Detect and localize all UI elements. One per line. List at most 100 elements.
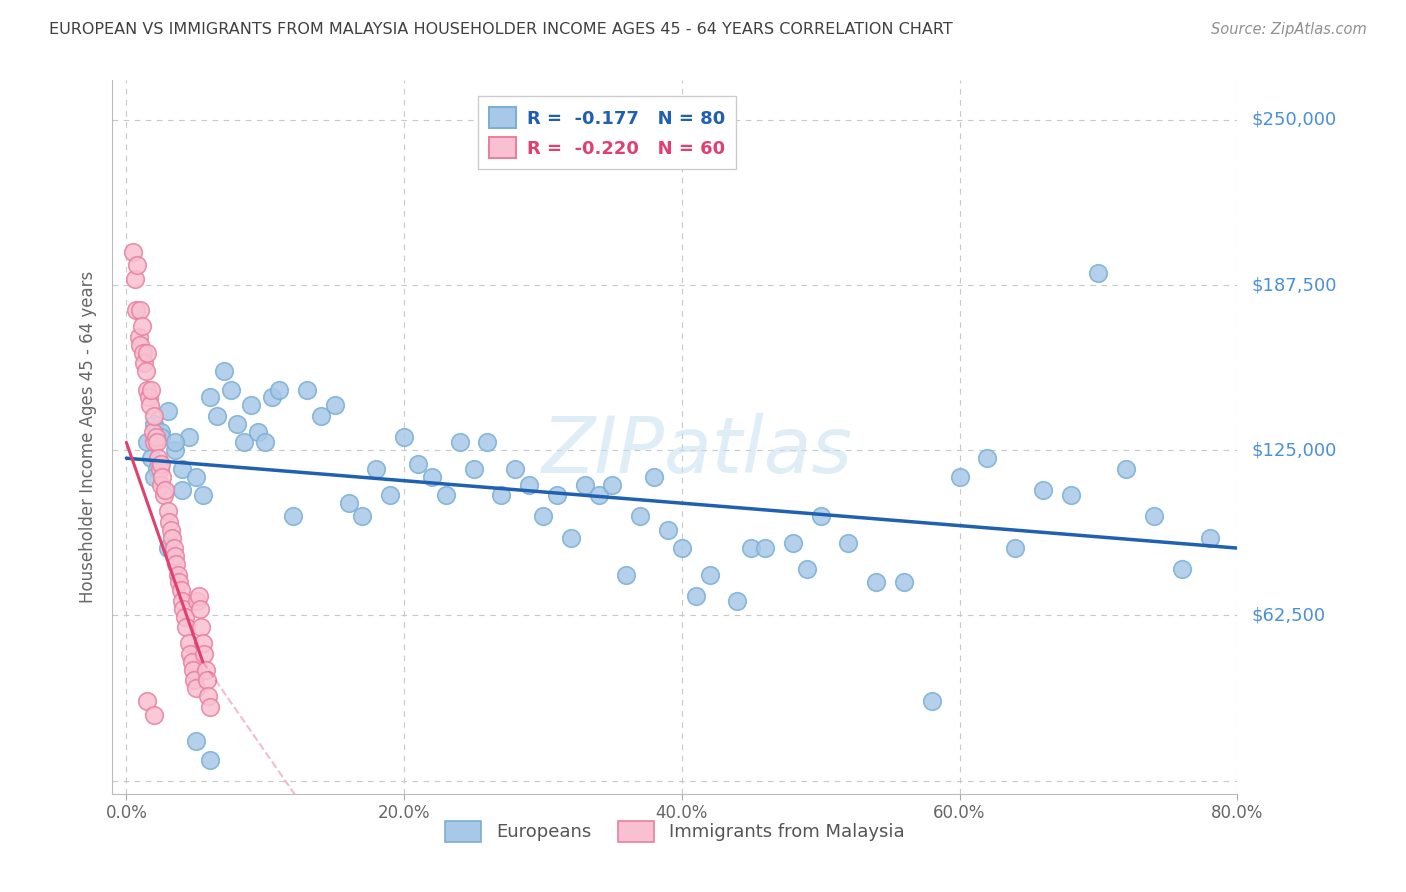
Point <box>1198 531 1220 545</box>
Point <box>449 435 471 450</box>
Point <box>503 462 526 476</box>
Point <box>157 403 180 417</box>
Point <box>1032 483 1054 497</box>
Point <box>254 435 277 450</box>
Point <box>157 515 180 529</box>
Point <box>212 364 235 378</box>
Point <box>380 488 402 502</box>
Point <box>352 509 374 524</box>
Text: $250,000: $250,000 <box>1251 111 1337 129</box>
Point <box>141 451 163 466</box>
Point <box>138 391 160 405</box>
Point <box>179 647 201 661</box>
Point <box>191 488 214 502</box>
Point <box>782 536 804 550</box>
Point <box>180 655 202 669</box>
Point <box>177 430 200 444</box>
Point <box>186 594 208 608</box>
Text: Source: ZipAtlas.com: Source: ZipAtlas.com <box>1211 22 1367 37</box>
Point <box>233 435 256 450</box>
Point <box>173 609 195 624</box>
Point <box>247 425 270 439</box>
Point <box>169 583 191 598</box>
Point <box>170 594 193 608</box>
Text: $187,500: $187,500 <box>1251 277 1337 294</box>
Point <box>219 383 242 397</box>
Point <box>193 647 215 661</box>
Point <box>145 430 167 444</box>
Point <box>392 430 415 444</box>
Point <box>150 430 173 444</box>
Point <box>136 435 159 450</box>
Point <box>1115 462 1137 476</box>
Point <box>893 575 915 590</box>
Point <box>195 673 218 688</box>
Point <box>143 417 166 431</box>
Point <box>865 575 887 590</box>
Point <box>129 337 152 351</box>
Point <box>181 663 204 677</box>
Point <box>406 457 429 471</box>
Point <box>177 636 200 650</box>
Point <box>198 699 221 714</box>
Point <box>163 549 186 563</box>
Point <box>420 469 443 483</box>
Point <box>295 383 318 397</box>
Point <box>194 663 217 677</box>
Point <box>491 488 513 502</box>
Point <box>1143 509 1166 524</box>
Point <box>602 477 624 491</box>
Point <box>143 435 166 450</box>
Point <box>157 504 180 518</box>
Point <box>205 409 228 423</box>
Point <box>628 509 651 524</box>
Point <box>588 488 610 502</box>
Text: ZIPatlas: ZIPatlas <box>541 413 853 490</box>
Point <box>122 245 145 260</box>
Point <box>754 541 776 555</box>
Point <box>153 488 176 502</box>
Point <box>517 477 540 491</box>
Point <box>184 734 207 748</box>
Point <box>162 541 184 555</box>
Point <box>150 457 173 471</box>
Point <box>136 694 159 708</box>
Point <box>198 752 221 766</box>
Point <box>184 681 207 695</box>
Point <box>1004 541 1026 555</box>
Point <box>188 602 211 616</box>
Point <box>796 562 818 576</box>
Text: $62,500: $62,500 <box>1251 607 1326 624</box>
Point <box>477 435 499 450</box>
Point <box>128 329 150 343</box>
Point <box>170 462 193 476</box>
Text: EUROPEAN VS IMMIGRANTS FROM MALAYSIA HOUSEHOLDER INCOME AGES 45 - 64 YEARS CORRE: EUROPEAN VS IMMIGRANTS FROM MALAYSIA HOU… <box>49 22 953 37</box>
Point <box>921 694 943 708</box>
Point <box>184 469 207 483</box>
Point <box>197 689 219 703</box>
Point <box>150 477 173 491</box>
Point <box>167 575 190 590</box>
Point <box>810 509 832 524</box>
Point <box>124 271 146 285</box>
Point <box>531 509 554 524</box>
Point <box>125 303 148 318</box>
Point <box>127 258 149 272</box>
Point <box>129 303 152 318</box>
Point <box>170 483 193 497</box>
Point <box>190 620 212 634</box>
Y-axis label: Householder Income Ages 45 - 64 years: Householder Income Ages 45 - 64 years <box>79 271 97 603</box>
Point <box>463 462 485 476</box>
Point <box>1087 266 1109 280</box>
Point <box>155 483 177 497</box>
Point <box>136 345 159 359</box>
Point <box>366 462 388 476</box>
Point <box>574 477 596 491</box>
Point <box>159 523 181 537</box>
Point <box>337 496 360 510</box>
Point <box>183 673 205 688</box>
Point <box>136 383 159 397</box>
Point <box>160 531 183 545</box>
Point <box>281 509 304 524</box>
Legend: Europeans, Immigrants from Malaysia: Europeans, Immigrants from Malaysia <box>439 814 911 849</box>
